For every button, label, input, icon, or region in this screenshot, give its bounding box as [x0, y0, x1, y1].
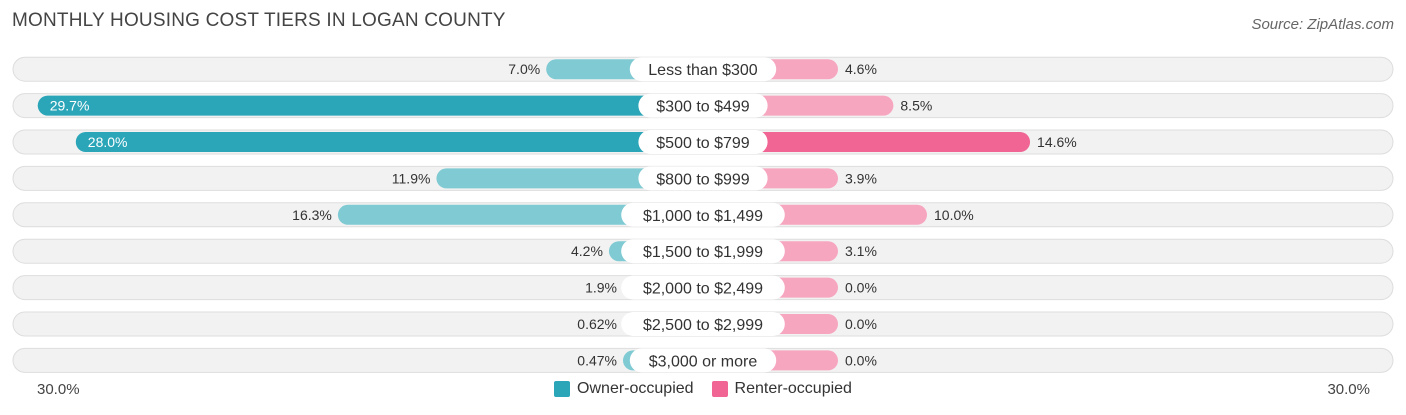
chart-row: 16.3% 10.0% $1,000 to $1,499	[12, 202, 1394, 228]
chart-title: MONTHLY HOUSING COST TIERS IN LOGAN COUN…	[12, 10, 506, 31]
owner-value-label: 29.7%	[50, 98, 90, 114]
owner-value-label: 0.47%	[577, 352, 617, 368]
category-pill	[638, 93, 768, 118]
renter-value-label: 0.0%	[845, 280, 877, 296]
owner-swatch	[554, 381, 571, 397]
legend-item-renter[interactable]: Renter-occupied	[711, 380, 852, 398]
category-label: Less than $300	[648, 62, 758, 79]
renter-value-label: 4.6%	[845, 61, 877, 77]
owner-value-label: 1.9%	[585, 280, 617, 296]
renter-value-label: 0.0%	[845, 316, 877, 332]
category-label: $1,000 to $1,499	[643, 208, 763, 225]
legend-label-renter: Renter-occupied	[734, 380, 852, 397]
owner-value-label: 11.9%	[392, 170, 431, 186]
renter-value-label: 14.6%	[1037, 134, 1077, 150]
renter-value-label: 8.5%	[900, 98, 932, 114]
category-pill	[621, 312, 785, 336]
renter-value-label: 3.1%	[845, 243, 877, 259]
legend-item-owner[interactable]: Owner-occupied	[554, 380, 694, 398]
chart-row: 0.62% 0.0% $2,500 to $2,999	[12, 311, 1394, 337]
renter-value-label: 10.0%	[934, 207, 974, 223]
legend-label-owner: Owner-occupied	[577, 380, 694, 397]
renter-swatch	[711, 381, 728, 397]
renter-value-label: 3.9%	[845, 170, 877, 186]
chart-row: 11.9% 3.9% $800 to $999	[12, 165, 1394, 191]
category-label: $1,500 to $1,999	[643, 244, 763, 261]
owner-value-label: 0.62%	[577, 316, 617, 332]
legend: Owner-occupied Renter-occupied	[0, 380, 1406, 398]
chart-row: 7.0% 4.6% Less than $300	[12, 56, 1394, 82]
owner-value-label: 16.3%	[292, 207, 332, 223]
renter-bar[interactable]	[703, 132, 1031, 152]
category-label: $300 to $499	[656, 99, 750, 116]
chart-canvas: 7.0% 4.6% Less than $300 29.7% 8.5% $300 to $…	[12, 56, 1394, 373]
source-credit: Source: ZipAtlas.com	[1251, 16, 1394, 33]
chart-row: 4.2% 3.1% $1,500 to $1,999	[12, 238, 1394, 264]
category-pill	[638, 166, 768, 191]
category-pill	[621, 202, 785, 227]
axis-label-right: 30.0%	[1327, 381, 1370, 398]
category-pill	[629, 57, 777, 82]
chart-row: 29.7% 8.5% $300 to $499	[12, 93, 1394, 119]
category-label: $2,000 to $2,499	[643, 281, 763, 298]
owner-value-label: 28.0%	[88, 134, 128, 150]
chart-row: 1.9% 0.0% $2,000 to $2,499	[12, 275, 1394, 301]
axis-label-left: 30.0%	[37, 381, 80, 398]
owner-value-label: 4.2%	[571, 243, 603, 259]
category-pill	[621, 239, 785, 264]
category-label: $800 to $999	[656, 171, 750, 188]
chart-row: 28.0% 14.6% $500 to $799	[12, 129, 1394, 155]
category-pill	[638, 130, 768, 154]
category-pill	[621, 275, 785, 300]
owner-value-label: 7.0%	[508, 61, 540, 77]
category-label: $3,000 or more	[649, 353, 758, 370]
category-label: $500 to $799	[656, 135, 750, 152]
renter-value-label: 0.0%	[845, 352, 877, 368]
owner-bar[interactable]	[436, 168, 703, 189]
category-label: $2,500 to $2,999	[643, 317, 763, 334]
owner-bar[interactable]	[37, 95, 704, 116]
chart-row: 0.47% 0.0% $3,000 or more	[12, 347, 1394, 373]
owner-bar[interactable]	[337, 204, 703, 225]
owner-bar[interactable]	[75, 132, 704, 152]
category-pill	[629, 348, 777, 373]
